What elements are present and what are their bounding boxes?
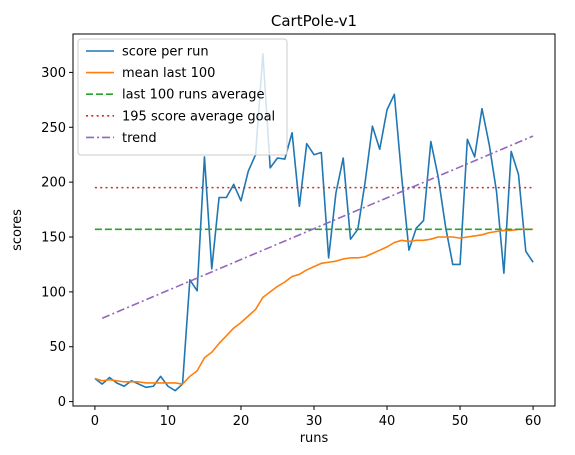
y-tick-label: 300	[41, 66, 66, 81]
y-tick-label: 100	[41, 285, 66, 300]
x-tick-label: 50	[452, 414, 469, 429]
legend-label: mean last 100	[122, 66, 215, 81]
y-tick-label: 50	[49, 340, 66, 355]
x-tick-label: 20	[233, 414, 250, 429]
x-tick-label: 0	[91, 414, 99, 429]
y-axis: 0 50 100 150 200 250 300	[41, 66, 73, 410]
y-tick-label: 200	[41, 176, 66, 191]
y-tick-label: 150	[41, 231, 66, 246]
series-line-trend	[101, 135, 534, 319]
x-tick-label: 30	[306, 414, 323, 429]
legend-label: last 100 runs average	[122, 88, 264, 103]
x-tick-label: 40	[379, 414, 396, 429]
x-tick-label: 60	[525, 414, 542, 429]
y-tick-label: 0	[58, 395, 66, 410]
plot-frame	[72, 33, 556, 407]
x-axis: 0 10 20 30 40 50 60	[91, 406, 542, 429]
y-axis-label: scores	[10, 209, 25, 251]
legend-label: 195 score average goal	[122, 109, 275, 124]
legend: score per run mean last 100 last 100 runs …	[77, 38, 288, 156]
legend-label: trend	[122, 131, 157, 146]
series-line-score-per-run	[94, 52, 534, 392]
x-tick-label: 10	[160, 414, 177, 429]
y-tick-label: 250	[41, 121, 66, 136]
series-line-mean-last-100	[94, 228, 534, 385]
legend-label: score per run	[122, 45, 209, 60]
legend-box	[77, 38, 288, 156]
chart-title: CartPole-v1	[271, 12, 357, 30]
series-layer	[94, 52, 534, 392]
x-axis-label: runs	[300, 431, 329, 446]
